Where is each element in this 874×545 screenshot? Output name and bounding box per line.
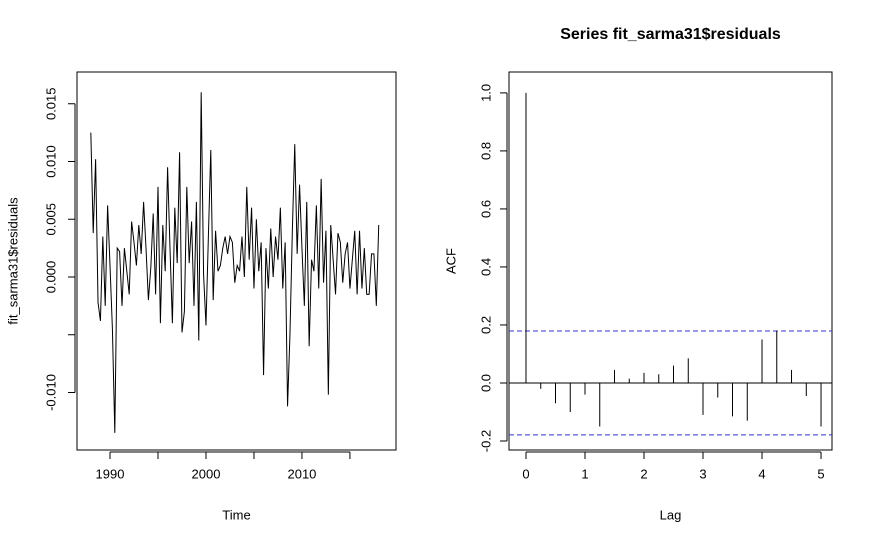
x-axis-label: Time bbox=[222, 507, 250, 522]
y-tick-label: 0.005 bbox=[43, 203, 58, 236]
y-axis-label: ACF bbox=[443, 248, 458, 274]
x-tick-label: 2010 bbox=[287, 466, 316, 481]
y-tick-label: 0.8 bbox=[478, 142, 493, 160]
y-tick-label: 1.0 bbox=[478, 84, 493, 102]
plot-box bbox=[508, 71, 833, 451]
y-tick-label: 0.6 bbox=[478, 200, 493, 218]
x-tick-label: 0 bbox=[522, 466, 529, 481]
chart-title: Series fit_sarma31$residuals bbox=[560, 26, 781, 43]
y-tick-label: 0.000 bbox=[43, 261, 58, 294]
x-tick-label: 5 bbox=[817, 466, 824, 481]
x-tick-label: 2 bbox=[640, 466, 647, 481]
plot-box bbox=[76, 71, 397, 451]
y-tick-label: 0.010 bbox=[43, 145, 58, 178]
x-tick-label: 1990 bbox=[96, 466, 125, 481]
y-tick-label: 0.2 bbox=[478, 316, 493, 334]
x-tick-label: 2000 bbox=[192, 466, 221, 481]
y-tick-label: -0.010 bbox=[43, 374, 58, 411]
y-tick-label: 0.4 bbox=[478, 258, 493, 276]
y-axis-label: fit_sarma31$residuals bbox=[5, 197, 20, 325]
y-tick-label: 0.015 bbox=[43, 87, 58, 120]
series-line bbox=[90, 92, 380, 433]
x-tick-label: 4 bbox=[758, 466, 765, 481]
x-axis-label: Lag bbox=[660, 507, 682, 522]
y-tick-label: -0.2 bbox=[478, 430, 493, 452]
y-tick-label: 0.0 bbox=[478, 374, 493, 392]
x-tick-label: 3 bbox=[699, 466, 706, 481]
x-tick-label: 1 bbox=[581, 466, 588, 481]
